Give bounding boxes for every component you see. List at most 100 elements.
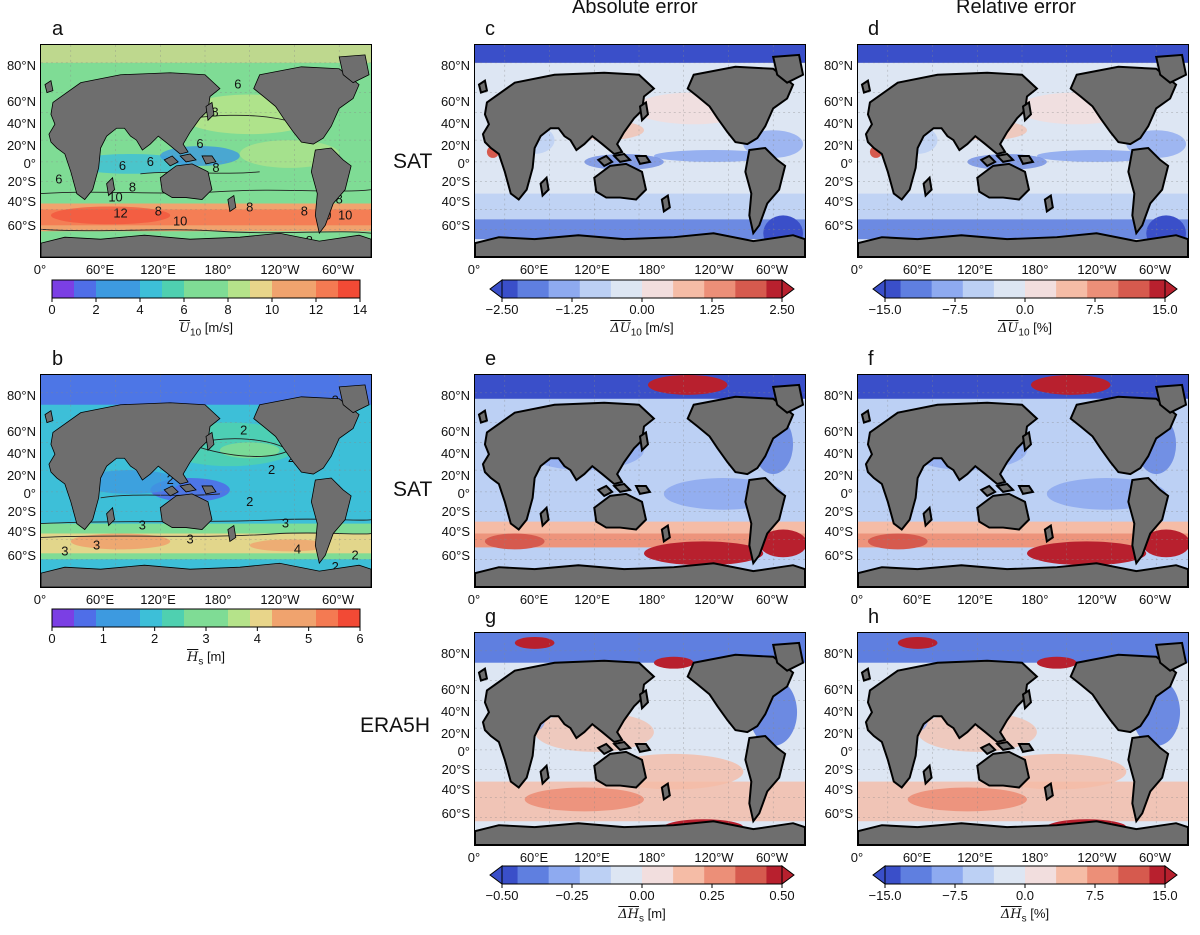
lon-tick-d-3: 180° <box>1021 262 1049 277</box>
colorbar-step <box>688 280 705 298</box>
land-5 <box>858 562 1188 587</box>
colorbar-step <box>118 609 141 627</box>
lon-tick-a-2: 120°E <box>140 262 176 277</box>
lat-tick-b-5: 20°S <box>7 504 36 519</box>
land-5 <box>475 562 805 587</box>
lat-tick-h-5: 20°S <box>824 762 853 777</box>
colorbar-step <box>316 609 339 627</box>
colorbar-tick-h-2: 0.0 <box>1015 888 1035 903</box>
lon-tick-f-1: 60°E <box>902 592 932 607</box>
colorbar-step <box>1025 866 1042 884</box>
map-panel-e <box>474 374 806 588</box>
land-5 <box>41 232 371 257</box>
contour-label-a-3: 6 <box>119 158 126 173</box>
land-11 <box>660 781 671 802</box>
colorbar-label-unit: [m] <box>644 906 666 921</box>
colorbar-tick-d-2: 0.0 <box>1015 302 1035 317</box>
land-5 <box>858 820 1188 845</box>
land-7 <box>995 482 1016 493</box>
map-panel-a: 66666888888881010101012 <box>40 44 372 258</box>
land-8 <box>1017 484 1035 495</box>
colorbar-extend-low <box>872 865 886 885</box>
colorbar-step <box>74 280 97 298</box>
colorbar-step <box>595 280 612 298</box>
colorbar-tick-g-2: 0.00 <box>629 888 655 903</box>
lat-tick-f-1: 60°N <box>823 424 853 439</box>
colorbar-tick-b-5: 5 <box>305 631 313 646</box>
land-0 <box>864 401 1039 531</box>
lat-tick-g-7: 60°S <box>441 806 470 821</box>
colorbar-tick-b-3: 3 <box>202 631 210 646</box>
field-arctic-high <box>1030 375 1111 395</box>
lat-tick-d-5: 20°S <box>824 174 853 189</box>
land-5 <box>41 562 371 587</box>
land-6 <box>979 484 997 498</box>
colorbar-label-subscript: s <box>1021 913 1027 925</box>
lat-tick-a-2: 40°N <box>6 116 36 131</box>
lat-tick-d-2: 40°N <box>823 116 853 131</box>
lat-tick-h-4: 0° <box>840 744 853 759</box>
colorbar-tick-b-1: 1 <box>99 631 107 646</box>
land-12 <box>106 176 115 197</box>
lon-tick-a-3: 180° <box>204 262 232 277</box>
map-panel-c <box>474 44 806 258</box>
colorbar-tick-a-2: 4 <box>136 302 144 317</box>
land-3 <box>771 383 805 414</box>
colorbar-step <box>294 280 317 298</box>
panel-label-c: c <box>485 18 495 40</box>
lat-tick-g-5: 20°S <box>441 762 470 777</box>
land-4 <box>744 146 787 236</box>
lat-tick-g-6: 40°S <box>441 782 470 797</box>
lon-tick-h-0: 0° <box>850 850 864 865</box>
lon-tick-c-1: 60°E <box>519 262 549 277</box>
lat-tick-e-1: 60°N <box>440 424 470 439</box>
lon-tick-h-5: 60°W <box>1139 850 1171 865</box>
land-6 <box>596 154 614 168</box>
field-indian-peak <box>867 533 928 550</box>
land-6 <box>163 155 179 167</box>
land-11 <box>1043 193 1054 214</box>
contour-label-b-12: 2 <box>332 559 339 574</box>
land-7 <box>612 152 633 163</box>
land-4 <box>1127 734 1170 824</box>
colorbar-tick-d-3: 7.5 <box>1085 302 1105 317</box>
colorbar-step <box>962 280 979 298</box>
land-4 <box>1127 476 1170 566</box>
land-8 <box>634 154 652 165</box>
colorbar-step <box>579 866 596 884</box>
colorbar-step <box>1009 280 1026 298</box>
colorbar-tick-h-4: 15.0 <box>1152 888 1178 903</box>
field-arctic <box>858 45 1188 63</box>
colorbar-step <box>750 280 767 298</box>
lon-tick-e-2: 120°E <box>574 592 610 607</box>
lat-tick-f-3: 20°N <box>823 468 853 483</box>
land-9 <box>638 100 650 123</box>
contour-line <box>41 518 371 525</box>
colorbar-extend-high <box>781 279 795 299</box>
colorbar-tick-a-5: 10 <box>264 302 280 317</box>
land-3 <box>1154 641 1188 672</box>
lat-tick-c-3: 20°N <box>440 138 470 153</box>
lat-tick-d-7: 60°S <box>824 218 853 233</box>
colorbar-step <box>1056 866 1073 884</box>
colorbar-label-subscript: s <box>198 656 204 668</box>
lat-tick-a-0: 80°N <box>6 58 36 73</box>
colorbar-step <box>118 280 141 298</box>
colorbar-tick-a-4: 8 <box>224 302 232 317</box>
lat-tick-h-1: 60°N <box>823 682 853 697</box>
land-6 <box>979 154 997 168</box>
contour-label-a-4: 6 <box>55 172 62 187</box>
land-10 <box>860 79 872 94</box>
lon-tick-h-3: 180° <box>1021 850 1049 865</box>
colorbar-label-unit: [m] <box>203 649 225 664</box>
colorbar-step <box>1071 280 1088 298</box>
lat-tick-g-0: 80°N <box>440 646 470 661</box>
field-atl-peak <box>759 529 805 558</box>
colorbar-label-unit: [%] <box>1026 906 1050 921</box>
land-8 <box>1017 742 1035 753</box>
lon-tick-f-2: 120°E <box>957 592 993 607</box>
land-8 <box>1017 154 1035 165</box>
lat-tick-f-6: 40°S <box>824 524 853 539</box>
colorbar-tick-c-3: 1.25 <box>699 302 725 317</box>
contour-label-a-17: 12 <box>113 205 127 220</box>
